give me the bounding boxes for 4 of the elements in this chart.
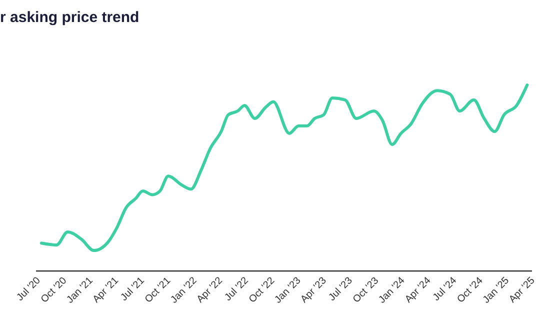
x-tick-label: Apr '24 <box>403 275 434 306</box>
x-tick-label: Apr '25 <box>507 275 538 306</box>
chart-title: r asking price trend <box>0 9 140 26</box>
x-tick-label: Apr '23 <box>298 275 330 306</box>
